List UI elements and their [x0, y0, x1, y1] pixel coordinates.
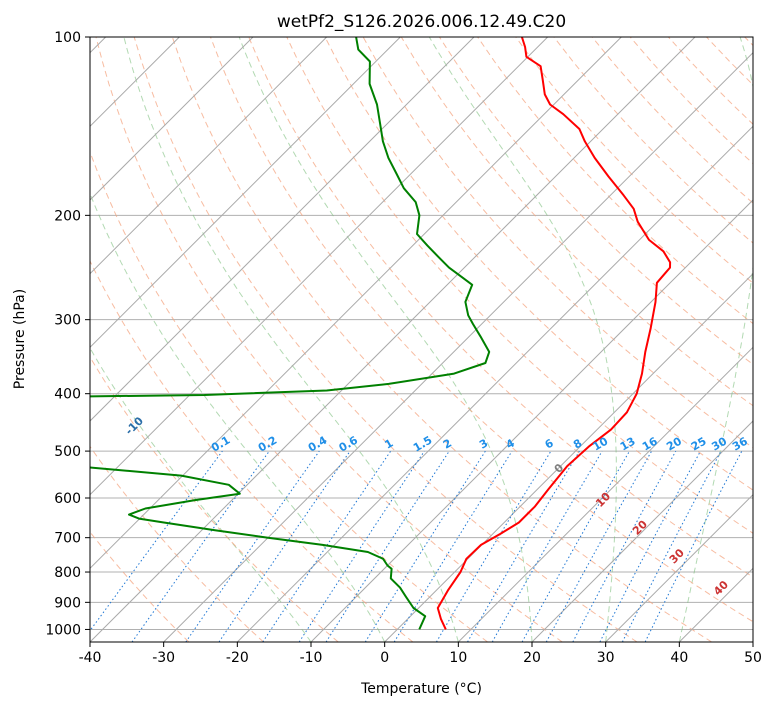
y-axis-label: Pressure (hPa)	[12, 289, 28, 389]
x-tick-label: 40	[670, 650, 688, 666]
mixing-ratio-label: 2	[441, 437, 454, 452]
mixing-ratio-line	[467, 450, 580, 642]
dry-adiabat-line	[324, 37, 753, 491]
mixing-ratio-line	[393, 450, 513, 642]
x-tick-label: -30	[152, 650, 175, 666]
mixing-ratio-label: 6	[543, 436, 556, 451]
mixing-ratio-line	[131, 450, 270, 642]
x-tick-label: 30	[597, 650, 615, 666]
dry-adiabat-line	[744, 37, 753, 47]
isotherm-line	[310, 199, 753, 642]
moist-adiabat-line	[428, 37, 617, 642]
y-tick-label: 900	[54, 595, 81, 611]
moist-adiabat-line	[90, 192, 386, 642]
mixing-ratio-line	[572, 450, 677, 642]
mixing-ratio-line	[262, 450, 392, 642]
dry-adiabat-line	[515, 37, 753, 284]
isotherm-line	[752, 641, 753, 642]
isotherm-line	[457, 346, 753, 642]
moist-adiabat-line	[238, 37, 533, 642]
mixing-ratio-line	[364, 450, 486, 642]
x-tick-label: 0	[380, 650, 389, 666]
moist-adiabat-label: 20	[630, 517, 650, 537]
y-tick-label: 300	[54, 313, 81, 329]
isotherm-line	[531, 420, 753, 642]
dry-adiabat-line	[90, 259, 414, 642]
mixing-ratio-line	[435, 450, 552, 642]
isotherm-line	[384, 272, 753, 642]
moist-adiabat-line	[123, 37, 459, 642]
mixing-ratio-line	[298, 450, 425, 642]
mixing-ratio-line	[218, 450, 351, 642]
mixing-ratio-line	[521, 450, 630, 642]
y-tick-label: 1000	[45, 622, 81, 638]
isotherm-line	[90, 37, 475, 422]
dry-adiabat-line	[668, 37, 753, 125]
dry-adiabat-line	[90, 445, 264, 642]
dry-adiabat-line	[706, 37, 753, 86]
dry-adiabat-label: -10	[123, 414, 146, 437]
dry-adiabat-line	[90, 356, 339, 642]
isotherm-line	[236, 125, 753, 642]
mixing-ratio-line	[545, 450, 653, 642]
mixing-ratio-line	[644, 450, 743, 642]
mixing-ratio-line	[325, 450, 450, 642]
plot-area: -100-90-80-70-60-50-40-30-20-100.10.20.4…	[90, 37, 753, 642]
y-tick-label: 800	[54, 565, 81, 581]
mixing-ratio-line	[90, 450, 223, 632]
mixing-ratio-line	[185, 450, 320, 642]
isotherm-line	[90, 37, 401, 349]
y-tick-label: 500	[54, 444, 81, 460]
dry-adiabat-line	[591, 37, 753, 204]
dry-adiabat-line	[90, 150, 488, 642]
isotherm-line	[163, 51, 753, 642]
isotherm-line	[90, 37, 328, 275]
dry-adiabat-line	[90, 531, 190, 642]
moist-adiabat-line	[90, 347, 312, 642]
dry-adiabat-line	[248, 37, 753, 578]
y-tick-label: 100	[54, 30, 81, 46]
mixing-ratio-line	[599, 450, 701, 642]
x-tick-label: 20	[523, 650, 541, 666]
plot-frame	[89, 36, 754, 643]
y-tick-label: 700	[54, 531, 81, 547]
x-tick-label: -40	[79, 650, 102, 666]
isotherm-line	[90, 37, 549, 496]
dry-adiabat-line	[95, 37, 563, 642]
dry-adiabat-line	[171, 37, 712, 642]
dry-adiabat-line	[286, 37, 753, 534]
x-axis-label: Temperature (°C)	[360, 681, 482, 697]
dry-adiabat-line	[133, 37, 638, 642]
y-tick-label: 600	[54, 491, 81, 507]
moist-adiabat-line	[678, 37, 753, 642]
dry-adiabat-line	[210, 37, 753, 623]
temperature-profile-line	[436, 37, 672, 630]
isotherm-line	[90, 37, 622, 570]
y-tick-label: 400	[54, 387, 81, 403]
x-tick-label: -10	[300, 650, 323, 666]
dewpoint-profile-line	[90, 37, 491, 630]
moist-adiabat-label: 10	[593, 490, 613, 510]
y-tick-label: 200	[54, 208, 81, 224]
x-tick-label: -20	[226, 650, 249, 666]
chart-title: wetPf2_S126.2026.006.12.49.C20	[277, 12, 566, 32]
moist-adiabat-label: 40	[711, 578, 731, 598]
isotherm-line	[90, 37, 254, 201]
isotherm-line	[90, 37, 696, 642]
isotherm-line	[678, 567, 753, 642]
mixing-ratio-label: 4	[504, 436, 517, 451]
x-tick-label: 50	[744, 650, 762, 666]
dry-adiabat-line	[553, 37, 753, 244]
x-tick-label: 10	[449, 650, 467, 666]
isotherm-line	[605, 493, 753, 642]
